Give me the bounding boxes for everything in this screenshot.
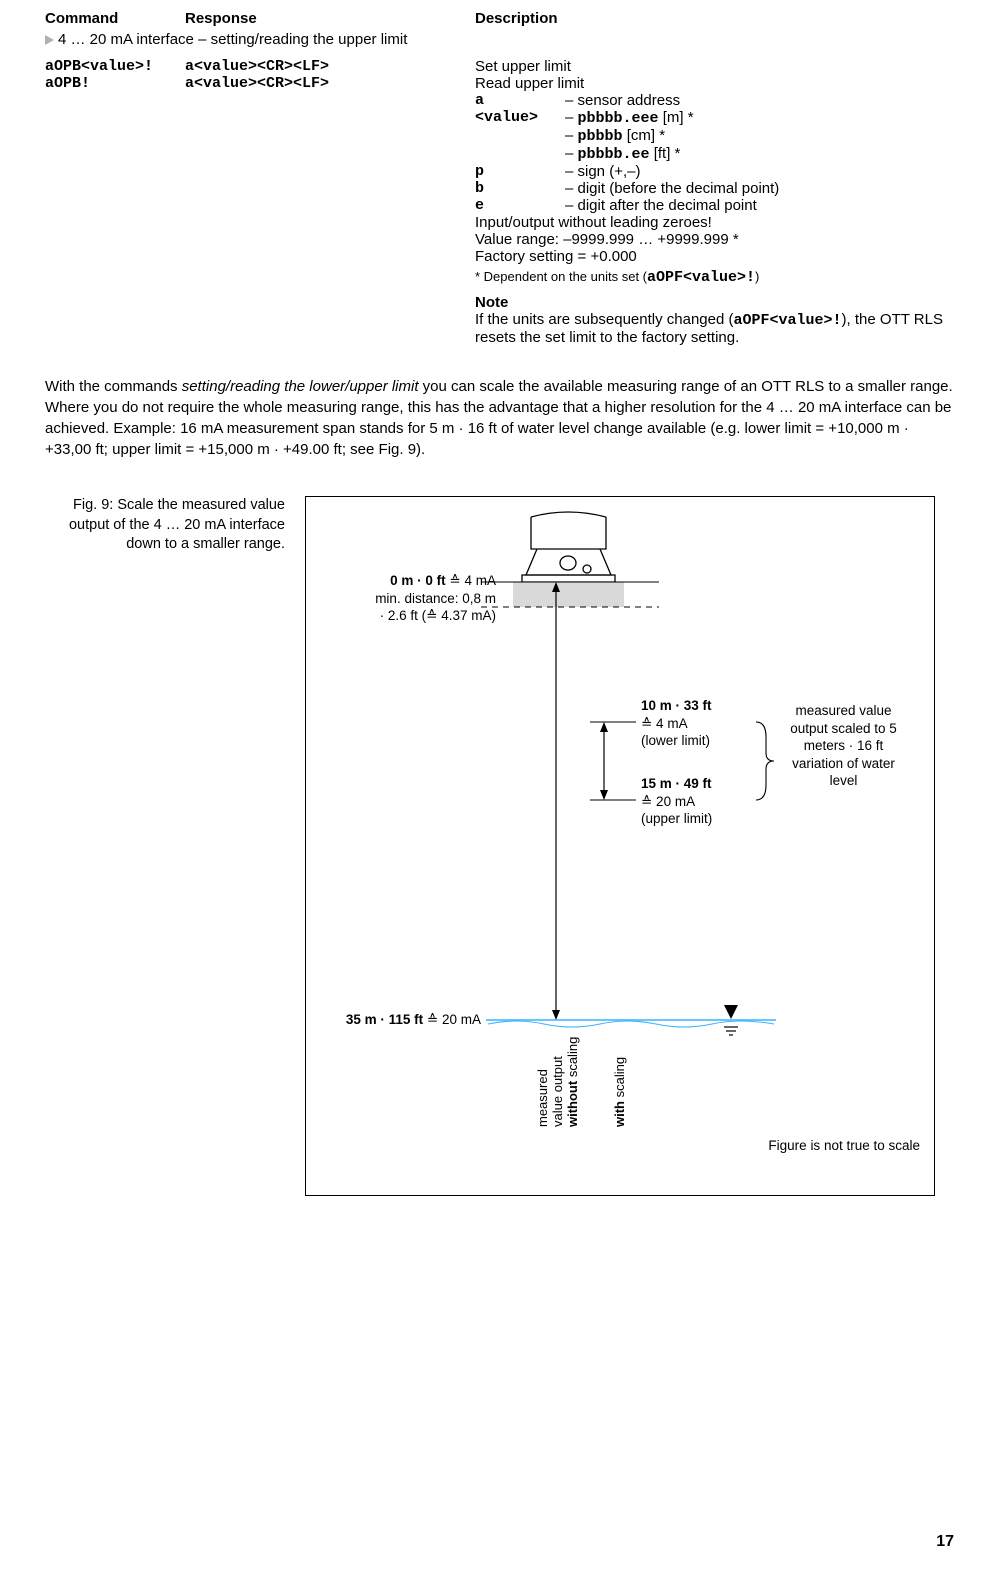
dep-b: aOPF<value>! (647, 269, 755, 286)
fig-ul-eq: ≙ 20 mA (641, 794, 695, 809)
fig-top-label: 0 m · 0 ft ≙ 4 mA min. distance: 0,8 m ·… (326, 572, 496, 625)
fig-ul-bold: 15 m · 49 ft (641, 776, 712, 791)
header-command: Command (45, 10, 185, 27)
kv-value-v3: – pbbbb.ee [ft] * (565, 145, 954, 163)
figure-caption: Fig. 9: Scale the measured value output … (45, 496, 305, 1196)
kv-e: e – digit after the decimal point (475, 197, 954, 214)
fig-rot-with: with scaling (612, 1057, 629, 1127)
fig-top-sub1: min. distance: 0,8 m (375, 591, 496, 606)
kv-p-key: p (475, 163, 565, 180)
note-a: If the units are subsequently changed ( (475, 311, 734, 328)
kv-value-key: <value> (475, 109, 565, 127)
table-header-row: Command Response Description (45, 10, 954, 27)
fig-ul-sub: (upper limit) (641, 811, 712, 826)
fig-right-box: measured value output scaled to 5 meters… (781, 702, 906, 790)
desc-details: a – sensor address <value> – pbbbb.eee [… (45, 92, 954, 346)
header-description: Description (475, 10, 954, 27)
kv-e-key: e (475, 197, 565, 214)
resp-1: a<value><CR><LF> (185, 58, 475, 75)
section-subheader: 4 … 20 mA interface – setting/reading th… (45, 31, 954, 48)
page-number: 17 (936, 1533, 954, 1551)
dep-a: * Dependent on the units set ( (475, 269, 647, 284)
dep-line: * Dependent on the units set (aOPF<value… (475, 269, 954, 286)
kv-a: a – sensor address (475, 92, 954, 109)
fig-ul-label: 15 m · 49 ft ≙ 20 mA (upper limit) (641, 775, 712, 828)
kv-a-val: – sensor address (565, 92, 954, 109)
fig-not-scale: Figure is not true to scale (768, 1137, 920, 1155)
fig-ll-bold: 10 m · 33 ft (641, 698, 712, 713)
explain-italic: setting/reading the lower/upper limit (182, 378, 419, 395)
kv-p-val: – sign (+,–) (565, 163, 954, 180)
fig-ll-eq: ≙ 4 mA (641, 716, 688, 731)
cmd-2: aOPB! (45, 75, 185, 92)
fig-rot-without-3: without scaling (565, 1037, 582, 1127)
subheader-text: 4 … 20 mA interface – setting/reading th… (58, 31, 407, 48)
io-line: Input/output without leading zeroes! (475, 214, 954, 231)
kv-b: b – digit (before the decimal point) (475, 180, 954, 197)
kv-value-v1: – pbbbb.eee [m] * (565, 109, 954, 127)
kv-b-key: b (475, 180, 565, 197)
note-body: If the units are subsequently changed (a… (475, 311, 954, 346)
figure-box: 0 m · 0 ft ≙ 4 mA min. distance: 0,8 m ·… (305, 496, 935, 1196)
desc-1: Set upper limit (475, 58, 954, 75)
command-row-2: aOPB! a<value><CR><LF> Read upper limit (45, 75, 954, 92)
fig-top-bold: 0 m · 0 ft (390, 573, 446, 588)
command-row-1: aOPB<value>! a<value><CR><LF> Set upper … (45, 58, 954, 75)
fig-bottom-eq: ≙ 20 mA (423, 1012, 481, 1027)
header-response: Response (185, 10, 475, 27)
range-line: Value range: –9999.999 … +9999.999 * (475, 231, 954, 248)
fig-ll-label: 10 m · 33 ft ≙ 4 mA (lower limit) (641, 697, 712, 750)
kv-e-val: – digit after the decimal point (565, 197, 954, 214)
fig-top-eq: ≙ 4 mA (446, 573, 496, 588)
desc-2: Read upper limit (475, 75, 954, 92)
kv-value-v2: – pbbbb [cm] * (565, 127, 954, 145)
note-b: aOPF<value>! (734, 312, 842, 329)
explanation-paragraph: With the commands setting/reading the lo… (45, 376, 954, 460)
note-title: Note (475, 294, 954, 311)
explain-a: With the commands (45, 378, 182, 395)
kv-p: p – sign (+,–) (475, 163, 954, 180)
fig-bottom-bold: 35 m · 115 ft (346, 1012, 423, 1027)
fig-top-sub2: · 2.6 ft (≙ 4.37 mA) (380, 608, 496, 623)
figure-9: Fig. 9: Scale the measured value output … (45, 496, 954, 1196)
cmd-1: aOPB<value>! (45, 58, 185, 75)
kv-value: <value> – pbbbb.eee [m] * (475, 109, 954, 127)
dep-c: ) (755, 269, 759, 284)
fig-ll-sub: (lower limit) (641, 733, 710, 748)
kv-b-val: – digit (before the decimal point) (565, 180, 954, 197)
factory-line: Factory setting = +0.000 (475, 248, 954, 265)
triangle-icon (45, 35, 54, 45)
fig-bottom-label: 35 m · 115 ft ≙ 20 mA (306, 1011, 481, 1029)
kv-a-key: a (475, 92, 565, 109)
resp-2: a<value><CR><LF> (185, 75, 475, 92)
